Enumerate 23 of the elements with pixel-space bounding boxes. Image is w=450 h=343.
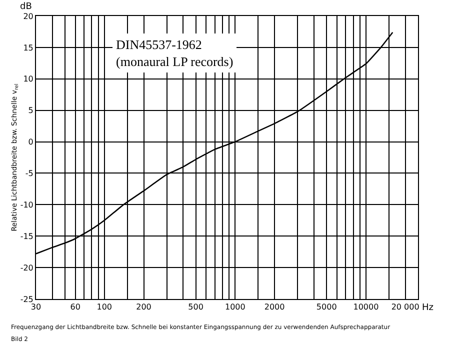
annotation: DIN45537-1962 (monaural LP records) xyxy=(116,37,234,69)
x-tick-label: 2000 xyxy=(264,302,285,312)
y-tick-label: 15 xyxy=(23,43,34,52)
x-tick-label: 10000 xyxy=(353,302,379,312)
x-tick-label: 1000 xyxy=(224,302,246,312)
x-tick-label: 500 xyxy=(188,302,204,312)
text: Hz xyxy=(422,303,434,313)
x-tick-label: 100 xyxy=(96,302,112,312)
x-tick-label: 20 000 xyxy=(391,302,420,312)
x-tick-label: 200 xyxy=(136,302,152,312)
y-tick-label: 20 xyxy=(23,12,34,21)
y-tick-label: -5 xyxy=(25,169,34,178)
y-tick-label: -25 xyxy=(20,294,34,304)
x-tick-label: 60 xyxy=(70,302,80,312)
text: dB xyxy=(20,2,32,12)
y-tick-label: 5 xyxy=(28,106,34,116)
y-tick-label: 10 xyxy=(23,74,34,84)
y-tick-label: 0 xyxy=(28,138,34,147)
y-tick-label: -10 xyxy=(20,200,34,210)
y-tick-label: -20 xyxy=(20,263,34,272)
x-tick-label: 5000 xyxy=(316,302,337,312)
x-tick-label: 30 xyxy=(30,302,42,312)
y-tick-label: -15 xyxy=(20,232,34,241)
